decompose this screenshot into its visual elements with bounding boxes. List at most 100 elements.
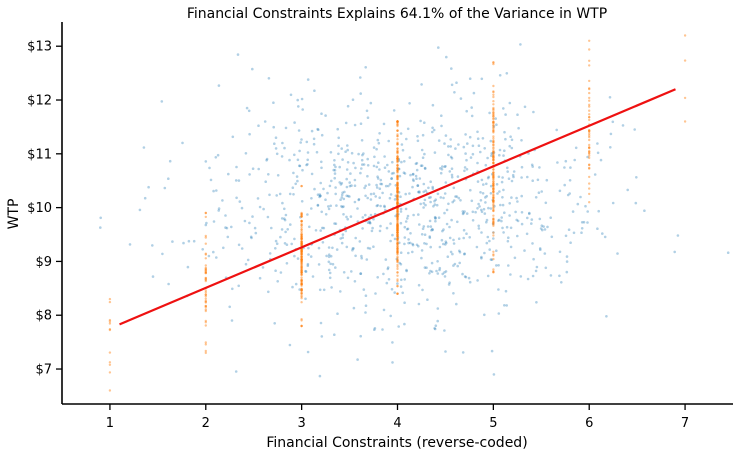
- data-point: [588, 175, 591, 179]
- data-point: [509, 226, 513, 230]
- data-point: [396, 167, 399, 171]
- data-point: [396, 201, 399, 204]
- data-point: [486, 156, 489, 160]
- data-point: [431, 103, 435, 107]
- data-point: [272, 125, 276, 129]
- data-point: [284, 213, 288, 217]
- data-point: [396, 190, 399, 193]
- data-point: [588, 115, 591, 119]
- data-point: [422, 206, 425, 209]
- data-point: [204, 293, 207, 296]
- data-point: [492, 159, 495, 162]
- data-point: [558, 250, 562, 254]
- data-point: [334, 186, 337, 189]
- data-point: [261, 266, 265, 269]
- data-point: [391, 160, 394, 164]
- data-point: [484, 196, 487, 199]
- data-point: [416, 190, 420, 194]
- data-point: [420, 249, 424, 252]
- data-point: [396, 177, 399, 180]
- data-point: [265, 157, 269, 161]
- data-point: [456, 220, 459, 224]
- data-point: [492, 124, 495, 127]
- data-point: [396, 234, 399, 238]
- data-point: [300, 268, 303, 271]
- data-point: [450, 83, 454, 87]
- x-tick-label: 1: [106, 416, 114, 431]
- data-point: [438, 266, 442, 270]
- data-point: [300, 243, 303, 247]
- data-point: [539, 248, 542, 251]
- data-point: [450, 67, 453, 70]
- data-point: [449, 138, 453, 141]
- data-point: [492, 204, 495, 207]
- data-point: [420, 83, 423, 86]
- data-point: [588, 135, 591, 139]
- data-point: [480, 210, 484, 214]
- data-point: [396, 183, 399, 187]
- data-point: [476, 180, 480, 183]
- data-point: [372, 217, 375, 221]
- data-point: [304, 269, 307, 273]
- data-point: [359, 122, 363, 125]
- data-point: [393, 198, 397, 201]
- data-point: [588, 79, 591, 83]
- data-point: [383, 205, 386, 209]
- data-point: [300, 269, 303, 272]
- data-point: [396, 223, 399, 226]
- data-point: [325, 254, 328, 258]
- data-point: [497, 264, 500, 267]
- data-point: [520, 165, 524, 169]
- data-point: [534, 269, 538, 273]
- data-point: [366, 221, 370, 224]
- data-point: [320, 133, 324, 137]
- data-point: [588, 116, 591, 119]
- data-point: [492, 237, 495, 240]
- data-point: [320, 210, 324, 214]
- data-point: [316, 127, 319, 131]
- data-point: [108, 371, 112, 374]
- data-point: [305, 140, 309, 144]
- data-point: [385, 226, 389, 230]
- data-point: [588, 48, 591, 51]
- data-point: [354, 254, 357, 258]
- data-point: [492, 220, 495, 224]
- data-point: [364, 311, 367, 314]
- data-point: [99, 226, 102, 229]
- data-point: [234, 179, 238, 182]
- data-point: [374, 292, 377, 295]
- data-point: [447, 283, 451, 286]
- data-point: [429, 180, 433, 183]
- data-point: [341, 233, 345, 236]
- data-point: [300, 233, 303, 236]
- data-point: [396, 176, 399, 179]
- data-point: [396, 181, 399, 184]
- data-point: [421, 227, 425, 230]
- data-point: [348, 181, 352, 184]
- data-point: [216, 153, 220, 157]
- data-point: [404, 192, 408, 196]
- data-point: [300, 292, 303, 296]
- data-point: [492, 121, 495, 125]
- data-point: [368, 220, 371, 223]
- data-point: [445, 222, 449, 226]
- data-point: [492, 112, 495, 116]
- data-point: [396, 177, 399, 181]
- data-point: [204, 268, 207, 272]
- data-point: [300, 258, 303, 261]
- data-point: [492, 122, 495, 125]
- data-point: [350, 151, 354, 155]
- data-point: [456, 175, 460, 178]
- data-point: [341, 236, 345, 239]
- data-point: [483, 147, 487, 150]
- data-point: [399, 251, 403, 254]
- data-point: [463, 252, 466, 255]
- data-point: [403, 278, 407, 281]
- data-point: [372, 192, 376, 195]
- data-point: [459, 97, 463, 100]
- y-tick-label: $7: [35, 363, 52, 378]
- data-point: [204, 299, 207, 303]
- data-point: [204, 277, 207, 280]
- data-point: [396, 247, 399, 250]
- data-point: [262, 207, 265, 211]
